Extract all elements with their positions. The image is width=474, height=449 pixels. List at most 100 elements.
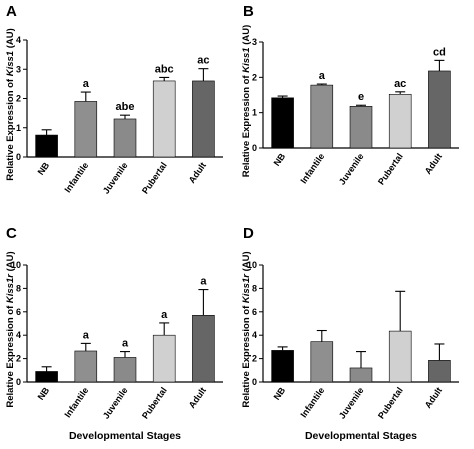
x-tick-label: Infantile [298,385,326,419]
y-tick-label: 0 [16,377,21,387]
y-tick-label: 1 [252,108,257,118]
x-tick-label: NB [36,385,52,402]
y-tick-label: 3 [16,64,21,74]
y-tick-label: 8 [252,283,257,293]
x-tick-label: Pubertal [376,151,405,186]
bar [349,106,373,149]
bar [152,80,176,158]
x-tick-label: Pubertal [376,385,405,420]
bar [388,330,412,383]
significance-label: ac [197,55,209,67]
y-tick-label: 0 [252,143,257,153]
x-tick-label: NB [272,151,288,168]
x-tick-label: Infantile [62,160,90,194]
x-tick-label: Infantile [298,151,326,185]
y-tick-label: 4 [16,330,21,340]
significance-label: a [83,78,90,90]
y-tick-label: 2 [16,94,21,104]
y-axis-label: Relative Expression of Kiss1r (AU) [241,251,252,407]
bar [271,97,294,149]
panel-letter: D [243,225,254,242]
bar [74,350,98,383]
significance-label: a [122,338,129,350]
y-tick-label: 10 [247,260,257,270]
y-axis-label: Relative Expression of Kiss1 (AU) [5,28,16,181]
bar [113,118,137,158]
bar [310,84,334,149]
x-tick-label: Juvenile [337,151,366,186]
bar [35,134,58,158]
x-axis-label: Developmental Stages [69,430,181,442]
y-axis-label-gene: Kiss1 [5,51,16,76]
y-axis-label-gene: Kiss1r [5,273,16,303]
y-tick-label: 6 [16,307,21,317]
y-tick-label: 10 [11,260,21,270]
y-tick-label: 2 [252,354,257,364]
significance-label: ac [394,78,406,90]
x-tick-label: Pubertal [140,385,169,420]
bar [192,80,215,158]
y-axis-label-suffix: (AU) [5,251,16,274]
y-tick-label: 3 [252,37,257,47]
bar [388,93,412,149]
significance-label: a [319,70,326,82]
panel-letter: B [243,3,254,20]
panel-letter: A [6,3,17,20]
panel-letter: C [6,225,17,242]
bar [349,367,373,383]
y-axis-label-suffix: (AU) [241,25,252,48]
x-tick-label: Juvenile [337,385,366,420]
significance-label: a [200,276,207,288]
y-axis-label-gene: Kiss1r [241,273,252,303]
significance-label: abe [116,101,135,113]
y-axis-label-prefix: Relative Expression of [5,76,16,181]
x-tick-label: NB [36,160,52,177]
x-axis-label: Developmental Stages [305,430,417,442]
y-tick-label: 4 [252,330,257,340]
x-tick-label: Adult [423,151,444,176]
x-tick-label: Infantile [62,385,90,419]
significance-label: cd [433,46,446,58]
bar [113,357,137,383]
x-tick-label: NB [272,385,288,402]
y-tick-label: 2 [16,354,21,364]
x-tick-label: Pubertal [140,160,169,195]
y-tick-label: 8 [16,283,21,293]
x-tick-label: Juvenile [101,160,130,195]
y-axis-label: Relative Expression of Kiss1r (AU) [5,251,16,407]
y-tick-label: 4 [16,35,21,45]
y-tick-label: 6 [252,307,257,317]
bar [428,70,451,149]
x-tick-label: Juvenile [101,385,130,420]
bar [428,360,451,383]
y-axis-label-prefix: Relative Expression of [241,73,252,178]
y-axis-label-suffix: (AU) [241,251,252,274]
bar [35,371,58,383]
y-axis-label-suffix: (AU) [5,28,16,51]
significance-label: a [161,309,168,321]
bar [152,334,176,383]
significance-label: e [358,91,364,103]
y-tick-label: 0 [252,377,257,387]
bar [310,341,334,383]
significance-label: a [83,329,90,341]
x-tick-label: Adult [187,385,208,410]
bar [192,315,215,383]
x-tick-label: Adult [423,385,444,410]
y-tick-label: 0 [16,152,21,162]
y-axis-label: Relative Expression of Kiss1 (AU) [241,25,252,178]
y-axis-label-prefix: Relative Expression of [241,303,252,408]
bar [271,350,294,383]
significance-label: abc [155,63,174,75]
bar [74,101,98,158]
y-tick-label: 2 [252,72,257,82]
y-axis-label-prefix: Relative Expression of [5,303,16,408]
x-tick-label: Adult [187,160,208,185]
y-axis-label-gene: Kiss1 [241,47,252,72]
y-tick-label: 1 [16,123,21,133]
